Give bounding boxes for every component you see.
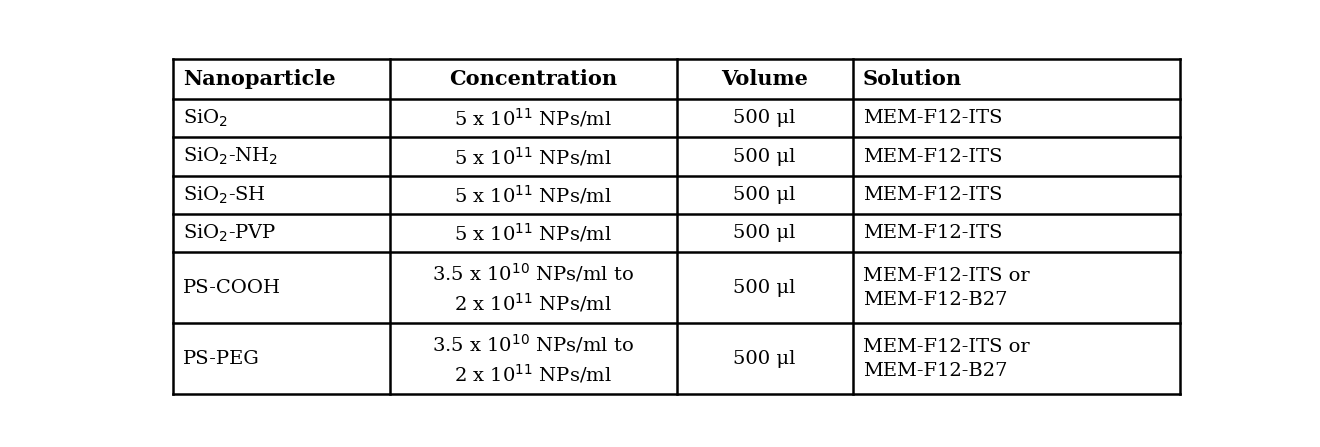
Text: 5 x 10$^{11}$ NPs/ml: 5 x 10$^{11}$ NPs/ml bbox=[454, 184, 612, 207]
Text: 3.5 x 10$^{10}$ NPs/ml to
2 x 10$^{11}$ NPs/ml: 3.5 x 10$^{10}$ NPs/ml to 2 x 10$^{11}$ … bbox=[432, 261, 634, 315]
Text: 500 μl: 500 μl bbox=[734, 109, 796, 127]
Text: Volume: Volume bbox=[721, 69, 808, 89]
Text: Solution: Solution bbox=[863, 69, 962, 89]
Text: 5 x 10$^{11}$ NPs/ml: 5 x 10$^{11}$ NPs/ml bbox=[454, 107, 612, 130]
Text: Concentration: Concentration bbox=[449, 69, 618, 89]
Text: PS-PEG: PS-PEG bbox=[183, 350, 260, 368]
Text: MEM-F12-ITS: MEM-F12-ITS bbox=[863, 186, 1002, 204]
Text: 3.5 x 10$^{10}$ NPs/ml to
2 x 10$^{11}$ NPs/ml: 3.5 x 10$^{10}$ NPs/ml to 2 x 10$^{11}$ … bbox=[432, 332, 634, 386]
Text: MEM-F12-ITS or
MEM-F12-B27: MEM-F12-ITS or MEM-F12-B27 bbox=[863, 267, 1030, 309]
Text: SiO$_2$-SH: SiO$_2$-SH bbox=[183, 184, 267, 206]
Text: 500 μl: 500 μl bbox=[734, 350, 796, 368]
Text: 500 μl: 500 μl bbox=[734, 148, 796, 165]
Text: 500 μl: 500 μl bbox=[734, 279, 796, 297]
Text: SiO$_2$: SiO$_2$ bbox=[183, 108, 228, 129]
Text: 5 x 10$^{11}$ NPs/ml: 5 x 10$^{11}$ NPs/ml bbox=[454, 145, 612, 168]
Text: Nanoparticle: Nanoparticle bbox=[183, 69, 337, 89]
Text: MEM-F12-ITS: MEM-F12-ITS bbox=[863, 148, 1002, 165]
Text: MEM-F12-ITS: MEM-F12-ITS bbox=[863, 224, 1002, 242]
Text: SiO$_2$-NH$_2$: SiO$_2$-NH$_2$ bbox=[183, 146, 279, 167]
Text: MEM-F12-ITS or
MEM-F12-B27: MEM-F12-ITS or MEM-F12-B27 bbox=[863, 338, 1030, 380]
Text: PS-COOH: PS-COOH bbox=[183, 279, 281, 297]
Text: MEM-F12-ITS: MEM-F12-ITS bbox=[863, 109, 1002, 127]
Text: 500 μl: 500 μl bbox=[734, 186, 796, 204]
Text: 5 x 10$^{11}$ NPs/ml: 5 x 10$^{11}$ NPs/ml bbox=[454, 222, 612, 245]
Text: SiO$_2$-PVP: SiO$_2$-PVP bbox=[183, 223, 277, 244]
Text: 500 μl: 500 μl bbox=[734, 224, 796, 242]
